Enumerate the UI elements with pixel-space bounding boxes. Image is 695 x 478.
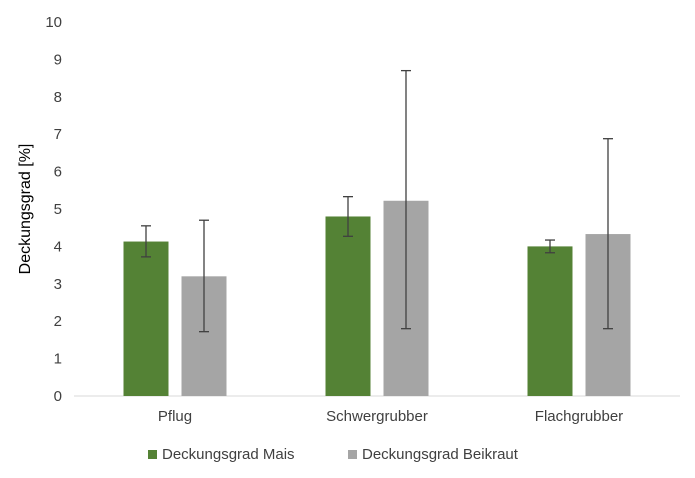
x-tick-label: Pflug bbox=[158, 408, 192, 425]
x-tick-label: Schwergrubber bbox=[326, 408, 428, 425]
legend-label-beikraut: Deckungsgrad Beikraut bbox=[362, 446, 519, 463]
y-tick-label: 9 bbox=[54, 51, 62, 68]
y-tick-label: 1 bbox=[54, 351, 62, 368]
legend-swatch-beikraut bbox=[348, 450, 357, 459]
y-tick-label: 8 bbox=[54, 89, 62, 106]
error-bars bbox=[141, 69, 613, 333]
y-tick-label: 5 bbox=[54, 201, 62, 218]
y-axis-label: Deckungsgrad [%] bbox=[17, 144, 34, 275]
legend-label-mais: Deckungsgrad Mais bbox=[162, 446, 295, 463]
legend: Deckungsgrad Mais Deckungsgrad Beikraut bbox=[148, 446, 519, 463]
y-tick-label: 3 bbox=[54, 276, 62, 293]
bars bbox=[123, 200, 631, 396]
y-tick-label: 2 bbox=[54, 313, 62, 330]
y-tick-label: 7 bbox=[54, 126, 62, 143]
legend-swatch-mais bbox=[148, 450, 157, 459]
y-axis-ticks: 0 1 2 3 4 5 6 7 8 9 10 bbox=[45, 14, 62, 405]
bar-mais-pflug bbox=[123, 241, 169, 396]
y-tick-label: 6 bbox=[54, 164, 62, 181]
x-axis-ticks: Pflug Schwergrubber Flachgrubber bbox=[158, 408, 623, 425]
x-tick-label: Flachgrubber bbox=[535, 408, 623, 425]
bar-mais-flachgrubber bbox=[527, 246, 573, 396]
y-tick-label: 10 bbox=[45, 14, 62, 31]
y-tick-label: 4 bbox=[54, 238, 62, 255]
y-tick-label: 0 bbox=[54, 388, 62, 405]
bar-mais-schwergrubber bbox=[325, 216, 371, 396]
